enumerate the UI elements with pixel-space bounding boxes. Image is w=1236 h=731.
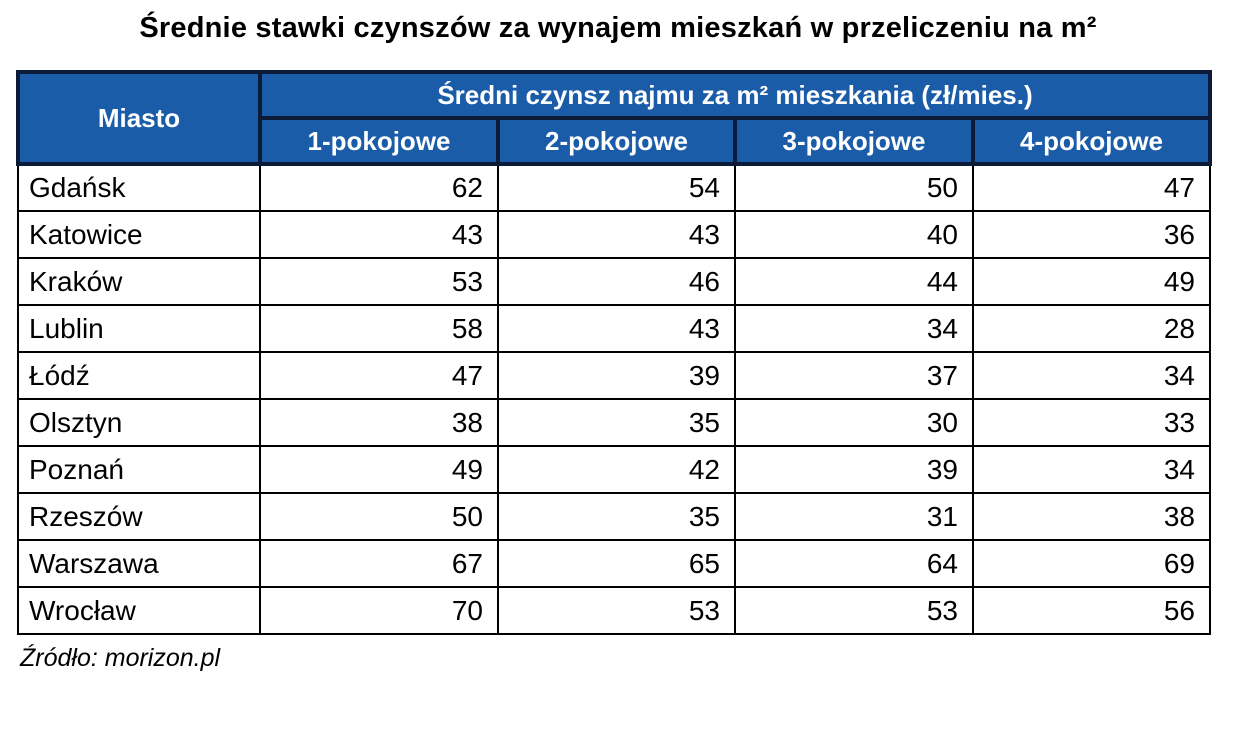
- city-cell: Kraków: [17, 257, 261, 306]
- value-cell: 40: [734, 210, 974, 259]
- value-cell: 46: [497, 257, 736, 306]
- value-cell: 28: [972, 304, 1211, 353]
- value-cell: 43: [259, 210, 499, 259]
- page: Średnie stawki czynszów za wynajem miesz…: [0, 12, 1236, 673]
- group-header-row: Miasto Średni czynsz najmu za m² mieszka…: [16, 70, 1212, 166]
- column-header-miasto: Miasto: [16, 70, 262, 166]
- value-cell: 50: [259, 492, 499, 541]
- value-cell: 53: [734, 586, 974, 635]
- table-row: Gdańsk 62 54 50 47: [17, 163, 1211, 212]
- value-cell: 42: [497, 445, 736, 494]
- value-cell: 47: [972, 163, 1211, 212]
- column-header-4-pokojowe: 4-pokojowe: [971, 116, 1212, 166]
- value-cell: 43: [497, 210, 736, 259]
- value-cell: 33: [972, 398, 1211, 447]
- value-cell: 67: [259, 539, 499, 588]
- value-cell: 35: [497, 492, 736, 541]
- value-cell: 34: [734, 304, 974, 353]
- city-cell: Poznań: [17, 445, 261, 494]
- table-row: Warszawa 67 65 64 69: [17, 539, 1211, 588]
- value-cell: 38: [972, 492, 1211, 541]
- value-cell: 49: [259, 445, 499, 494]
- source-note: Źródło: morizon.pl: [20, 644, 221, 672]
- column-header-1-pokojowe: 1-pokojowe: [258, 116, 500, 166]
- value-cell: 35: [497, 398, 736, 447]
- value-cell: 56: [972, 586, 1211, 635]
- table-row: Lublin 58 43 34 28: [17, 304, 1211, 353]
- value-cell: 43: [497, 304, 736, 353]
- value-cell: 47: [259, 351, 499, 400]
- value-cell: 37: [734, 351, 974, 400]
- rent-rates-table: Miasto Średni czynsz najmu za m² mieszka…: [16, 70, 1212, 635]
- value-cell: 30: [734, 398, 974, 447]
- city-cell: Rzeszów: [17, 492, 261, 541]
- value-cell: 69: [972, 539, 1211, 588]
- city-cell: Warszawa: [17, 539, 261, 588]
- city-cell: Lublin: [17, 304, 261, 353]
- value-cell: 53: [259, 257, 499, 306]
- value-cell: 34: [972, 351, 1211, 400]
- table-row: Poznań 49 42 39 34: [17, 445, 1211, 494]
- page-title: Średnie stawki czynszów za wynajem miesz…: [139, 12, 1097, 44]
- table-body: Gdańsk 62 54 50 47 Katowice 43 43 40 36 Kraków 53 46…: [17, 163, 1211, 635]
- value-cell: 65: [497, 539, 736, 588]
- value-cell: 49: [972, 257, 1211, 306]
- table-row: Olsztyn 38 35 30 33: [17, 398, 1211, 447]
- city-cell: Wrocław: [17, 586, 261, 635]
- value-cell: 44: [734, 257, 974, 306]
- value-cell: 62: [259, 163, 499, 212]
- subheader-row: 1-pokojowe 2-pokojowe 3-pokojowe 4-pokojowe: [18, 116, 1212, 166]
- city-cell: Olsztyn: [17, 398, 261, 447]
- group-header: Średni czynsz najmu za m² mieszkania (zł…: [258, 70, 1212, 120]
- table-row: Wrocław 70 53 53 56: [17, 586, 1211, 635]
- table-row: Katowice 43 43 40 36: [17, 210, 1211, 259]
- value-cell: 64: [734, 539, 974, 588]
- value-cell: 39: [497, 351, 736, 400]
- value-cell: 34: [972, 445, 1211, 494]
- value-cell: 58: [259, 304, 499, 353]
- city-cell: Gdańsk: [17, 163, 261, 212]
- value-cell: 53: [497, 586, 736, 635]
- table-header: Miasto Średni czynsz najmu za m² mieszka…: [16, 70, 1212, 166]
- column-header-3-pokojowe: 3-pokojowe: [733, 116, 975, 166]
- table-row: Rzeszów 50 35 31 38: [17, 492, 1211, 541]
- value-cell: 31: [734, 492, 974, 541]
- value-cell: 38: [259, 398, 499, 447]
- city-cell: Łódź: [17, 351, 261, 400]
- value-cell: 54: [497, 163, 736, 212]
- value-cell: 39: [734, 445, 974, 494]
- value-cell: 70: [259, 586, 499, 635]
- table-row: Łódź 47 39 37 34: [17, 351, 1211, 400]
- value-cell: 36: [972, 210, 1211, 259]
- table-row: Kraków 53 46 44 49: [17, 257, 1211, 306]
- city-cell: Katowice: [17, 210, 261, 259]
- value-cell: 50: [734, 163, 974, 212]
- column-header-2-pokojowe: 2-pokojowe: [496, 116, 737, 166]
